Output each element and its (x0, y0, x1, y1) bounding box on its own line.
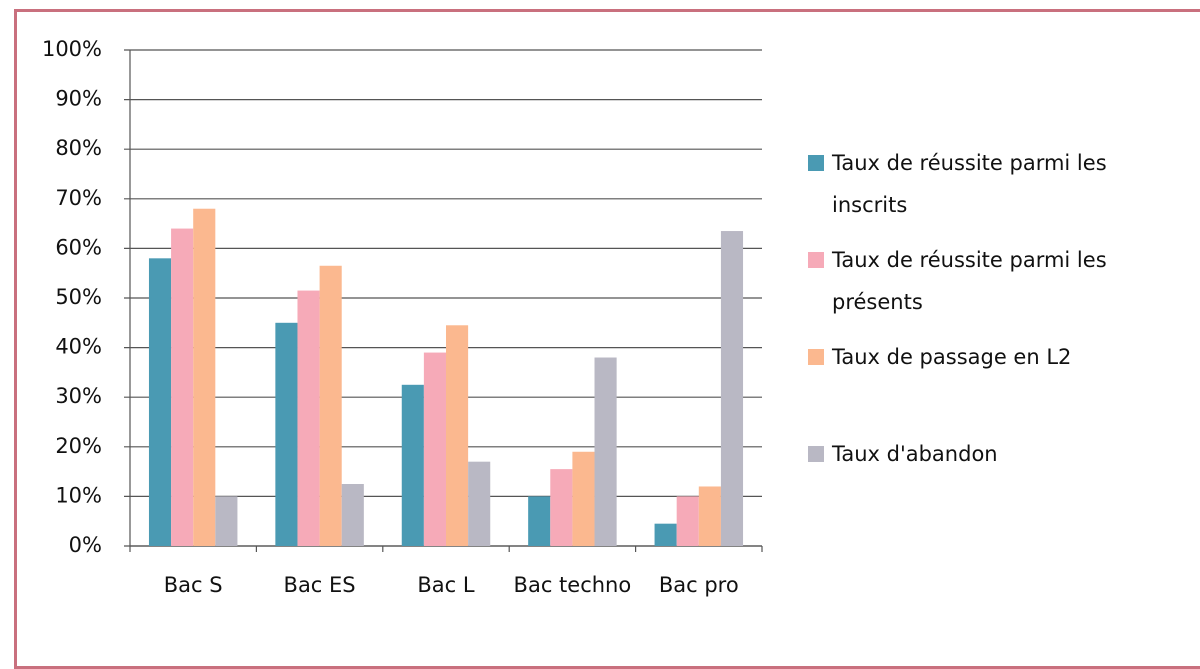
y-tick-label: 60% (55, 235, 102, 259)
bar (654, 523, 677, 546)
y-tick-label: 70% (55, 186, 102, 210)
y-tick-label: 30% (55, 384, 102, 408)
bar (550, 469, 573, 546)
bar (215, 496, 238, 546)
bar (594, 357, 617, 546)
bar (720, 231, 744, 547)
legend-swatch (808, 155, 824, 171)
bar (528, 496, 551, 546)
y-tick-label: 90% (55, 87, 102, 111)
legend-label: Taux de passage en L2 (832, 345, 1072, 369)
legend-label: Taux de réussite parmi les présents (832, 248, 1107, 314)
bar (341, 484, 364, 546)
bar (171, 228, 194, 546)
bar (423, 352, 446, 546)
bar (193, 208, 216, 546)
y-tick-label: 100% (42, 37, 102, 61)
bar (468, 461, 491, 546)
bar (698, 486, 721, 546)
bar (572, 451, 595, 546)
legend-label: Taux d'abandon (832, 442, 998, 466)
x-tick-label: Bac techno (513, 573, 632, 597)
bar (401, 384, 424, 546)
y-tick-label: 20% (55, 434, 102, 458)
bar (148, 258, 172, 546)
x-tick-label: Bac L (417, 573, 475, 597)
bar (446, 325, 469, 546)
legend-item: Taux d'abandon (808, 433, 1188, 475)
y-tick-label: 0% (69, 533, 102, 557)
x-tick-label: Bac ES (283, 573, 356, 597)
legend-swatch (808, 252, 824, 268)
bar (319, 265, 342, 546)
legend-item: Taux de réussite parmi les inscrits (808, 142, 1188, 226)
legend-item: Taux de passage en L2 (808, 336, 1188, 378)
legend-swatch (808, 349, 824, 365)
x-tick-label: Bac pro (658, 573, 739, 597)
legend-label: Taux de réussite parmi les inscrits (832, 151, 1107, 217)
x-tick-label: Bac S (163, 573, 223, 597)
bar (275, 322, 298, 546)
legend-item: Taux de réussite parmi les présents (808, 239, 1188, 323)
bar (676, 496, 699, 546)
y-tick-label: 50% (55, 285, 102, 309)
y-tick-label: 80% (55, 136, 102, 160)
y-tick-label: 40% (55, 335, 102, 359)
y-tick-label: 10% (55, 483, 102, 507)
bar (297, 290, 320, 546)
legend-swatch (808, 446, 824, 462)
